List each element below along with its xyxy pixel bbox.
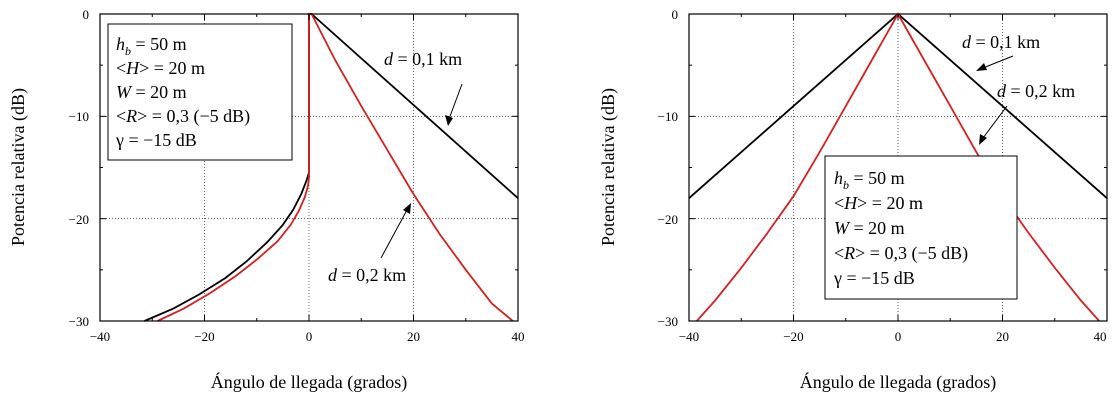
- x-tick-labels-right: −40 −20 0 20 40: [679, 329, 1107, 344]
- y-tick-label: 0: [83, 7, 90, 22]
- x-axis-title: Ángulo de llegada (grados): [800, 371, 996, 393]
- x-tick-label: 40: [1094, 329, 1107, 344]
- legend-box-left: hb = 50 m <H> = 20 m W = 20 m <R> = 0,3 …: [107, 23, 293, 161]
- legend-frame: [107, 23, 293, 161]
- series-label: d = 0,1 km: [962, 32, 1040, 52]
- chart-left: 0 −10 −20 −30 −40 −20 0 20 40 Ángulo de …: [8, 7, 525, 393]
- x-tick-label: 20: [996, 329, 1009, 344]
- chart-right: 0 −10 −20 −30 −40 −20 0 20 40 Ángulo de …: [598, 7, 1108, 393]
- label-arrow: [982, 105, 1008, 139]
- ticks-left: [99, 13, 519, 322]
- label-d01-right: d = 0,1 km: [962, 32, 1040, 71]
- label-d01-left: d = 0,1 km: [384, 49, 463, 126]
- y-tick-label: −10: [69, 109, 89, 124]
- x-tick-label: −40: [679, 329, 699, 344]
- series-label: d = 0,2 km: [328, 265, 406, 285]
- y-tick-labels-right: 0 −10 −20 −30: [658, 7, 678, 329]
- y-tick-label: −30: [69, 314, 89, 329]
- legend-line-W: W = 20 m: [834, 218, 905, 238]
- legend-frame: [824, 155, 1018, 300]
- y-axis-title: Potencia relativa (dB): [598, 88, 619, 246]
- x-tick-label: 0: [895, 329, 902, 344]
- y-axis-title: Potencia relativa (dB): [8, 88, 29, 246]
- y-tick-label: −20: [69, 212, 89, 227]
- x-tick-label: 40: [512, 329, 525, 344]
- series-label: d = 0,2 km: [997, 81, 1075, 101]
- legend-line-R: <R> = 0,3 (−5 dB): [834, 243, 968, 264]
- label-d02-left: d = 0,2 km: [328, 203, 411, 285]
- x-tick-labels-left: −40 −20 0 20 40: [90, 329, 525, 344]
- label-arrow: [448, 83, 463, 120]
- legend-line-gamma: γ = −15 dB: [833, 268, 915, 288]
- legend-line-W: W = 20 m: [116, 82, 187, 102]
- series-line-d-0-2-km: [157, 13, 514, 322]
- series-left: [144, 13, 519, 322]
- arrow-head: [445, 115, 453, 126]
- y-tick-label: −20: [658, 212, 678, 227]
- ticks-right: [688, 13, 1108, 322]
- label-d02-right: d = 0,2 km: [979, 81, 1075, 145]
- legend-box-right: hb = 50 m <H> = 20 m W = 20 m <R> = 0,3 …: [824, 155, 1018, 300]
- arrow-head: [976, 63, 987, 71]
- legend-line-R: <R> = 0,3 (−5 dB): [116, 106, 250, 127]
- y-tick-label: −10: [658, 109, 678, 124]
- series-label: d = 0,1 km: [384, 49, 462, 69]
- legend-line-gamma: γ = −15 dB: [115, 130, 197, 150]
- x-tick-label: −20: [783, 329, 803, 344]
- label-arrow: [982, 55, 1014, 69]
- y-tick-label: 0: [672, 7, 679, 22]
- x-tick-label: −40: [90, 329, 110, 344]
- legend-line-H: <H> = 20 m: [116, 58, 205, 78]
- legend-line-hb: hb = 50 m: [116, 34, 187, 58]
- y-tick-labels-left: 0 −10 −20 −30: [69, 7, 89, 329]
- arrow-head: [979, 134, 987, 145]
- x-axis-title: Ángulo de llegada (grados): [211, 371, 407, 393]
- legend-line-H: <H> = 20 m: [834, 193, 923, 213]
- x-tick-label: 20: [407, 329, 420, 344]
- label-arrow: [380, 209, 408, 259]
- y-tick-label: −30: [658, 314, 678, 329]
- x-tick-label: −20: [194, 329, 214, 344]
- arrow-head: [403, 203, 411, 214]
- legend-line-hb: hb = 50 m: [834, 168, 905, 192]
- x-tick-label: 0: [306, 329, 313, 344]
